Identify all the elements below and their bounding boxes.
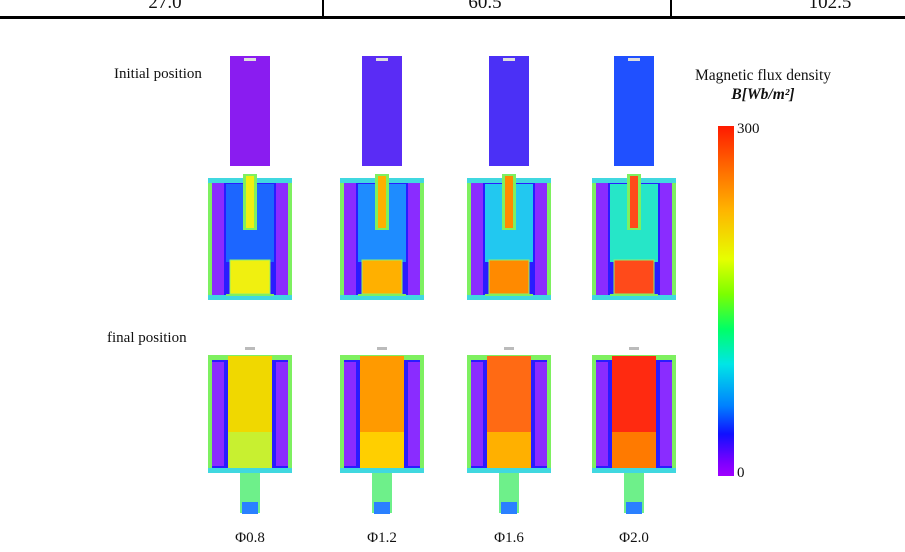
core-base bbox=[226, 294, 274, 296]
right-wall bbox=[276, 362, 288, 466]
lower-rod-end bbox=[374, 502, 390, 514]
right-wall bbox=[535, 183, 547, 295]
table-divider bbox=[322, 0, 324, 17]
housing-bottom bbox=[467, 468, 551, 473]
housing-bottom bbox=[592, 295, 676, 300]
upper-core bbox=[487, 356, 531, 432]
upper-rod bbox=[362, 56, 402, 166]
upper-rod bbox=[614, 56, 654, 166]
upper-core bbox=[612, 356, 656, 432]
plunger-tip bbox=[246, 176, 254, 228]
legend-unit: B[Wb/m²] bbox=[731, 86, 795, 103]
core-base bbox=[485, 294, 533, 296]
table-divider bbox=[670, 0, 672, 17]
upper-rod bbox=[489, 56, 529, 166]
initial-panel-3 bbox=[592, 56, 676, 300]
color-bar bbox=[718, 126, 734, 476]
initial-position-label: Initial position bbox=[114, 66, 202, 82]
housing-bottom bbox=[340, 295, 424, 300]
legend-title: Magnetic flux density B[Wb/m²] bbox=[678, 66, 848, 104]
housing-bottom bbox=[340, 468, 424, 473]
core-block bbox=[488, 259, 530, 295]
core-base bbox=[610, 294, 658, 296]
final-position-label: final position bbox=[107, 330, 187, 346]
left-wall bbox=[344, 183, 356, 295]
left-wall bbox=[344, 362, 356, 466]
right-wall bbox=[660, 362, 672, 466]
table-cell-3: 102.5 bbox=[808, 0, 852, 13]
caption-0: Φ0.8 bbox=[235, 530, 265, 546]
final-panel-0 bbox=[208, 347, 292, 514]
lower-rod-end bbox=[242, 502, 258, 514]
initial-panel-2 bbox=[467, 56, 551, 300]
housing-bottom bbox=[208, 468, 292, 473]
legend-min-label: 0 bbox=[737, 465, 745, 481]
left-wall bbox=[596, 183, 608, 295]
core-block bbox=[613, 259, 655, 295]
final-panel-3 bbox=[592, 347, 676, 514]
rod-marker bbox=[629, 347, 639, 350]
housing-bottom bbox=[467, 295, 551, 300]
housing-bottom bbox=[208, 295, 292, 300]
left-wall bbox=[212, 362, 224, 466]
core-block bbox=[229, 259, 271, 295]
right-wall bbox=[276, 183, 288, 295]
final-panel-1 bbox=[340, 347, 424, 514]
rod-marker bbox=[628, 58, 640, 61]
housing-bottom bbox=[592, 468, 676, 473]
core-block bbox=[361, 259, 403, 295]
right-wall bbox=[408, 362, 420, 466]
final-panel-2 bbox=[467, 347, 551, 514]
right-wall bbox=[660, 183, 672, 295]
rod-marker bbox=[376, 58, 388, 61]
lower-core bbox=[612, 432, 656, 468]
table-cell-1: 27.0 bbox=[148, 0, 182, 13]
left-wall bbox=[471, 362, 483, 466]
lower-core bbox=[487, 432, 531, 468]
legend-quantity: Magnetic flux density bbox=[694, 67, 832, 84]
table-bottom-rule bbox=[0, 16, 905, 19]
left-wall bbox=[596, 362, 608, 466]
upper-rod bbox=[230, 56, 270, 166]
table-cell-2: 60.5 bbox=[468, 0, 502, 13]
right-wall bbox=[535, 362, 547, 466]
rod-marker bbox=[377, 347, 387, 350]
lower-rod-end bbox=[626, 502, 642, 514]
initial-panel-0 bbox=[208, 56, 292, 300]
rod-marker bbox=[504, 347, 514, 350]
lower-rod-end bbox=[501, 502, 517, 514]
left-wall bbox=[212, 183, 224, 295]
rod-marker bbox=[244, 58, 256, 61]
plunger-tip bbox=[630, 176, 638, 228]
lower-core bbox=[360, 432, 404, 468]
plunger-tip bbox=[505, 176, 513, 228]
initial-panel-1 bbox=[340, 56, 424, 300]
lower-core bbox=[228, 432, 272, 468]
upper-core bbox=[360, 356, 404, 432]
legend-max-label: 300 bbox=[737, 121, 760, 137]
rod-marker bbox=[503, 58, 515, 61]
caption-1: Φ1.2 bbox=[367, 530, 397, 546]
core-base bbox=[358, 294, 406, 296]
caption-2: Φ1.6 bbox=[494, 530, 524, 546]
upper-core bbox=[228, 356, 272, 432]
left-wall bbox=[471, 183, 483, 295]
caption-3: Φ2.0 bbox=[619, 530, 649, 546]
table-fragment: 27.0 60.5 102.5 bbox=[0, 0, 905, 20]
rod-marker bbox=[245, 347, 255, 350]
right-wall bbox=[408, 183, 420, 295]
plunger-tip bbox=[378, 176, 386, 228]
